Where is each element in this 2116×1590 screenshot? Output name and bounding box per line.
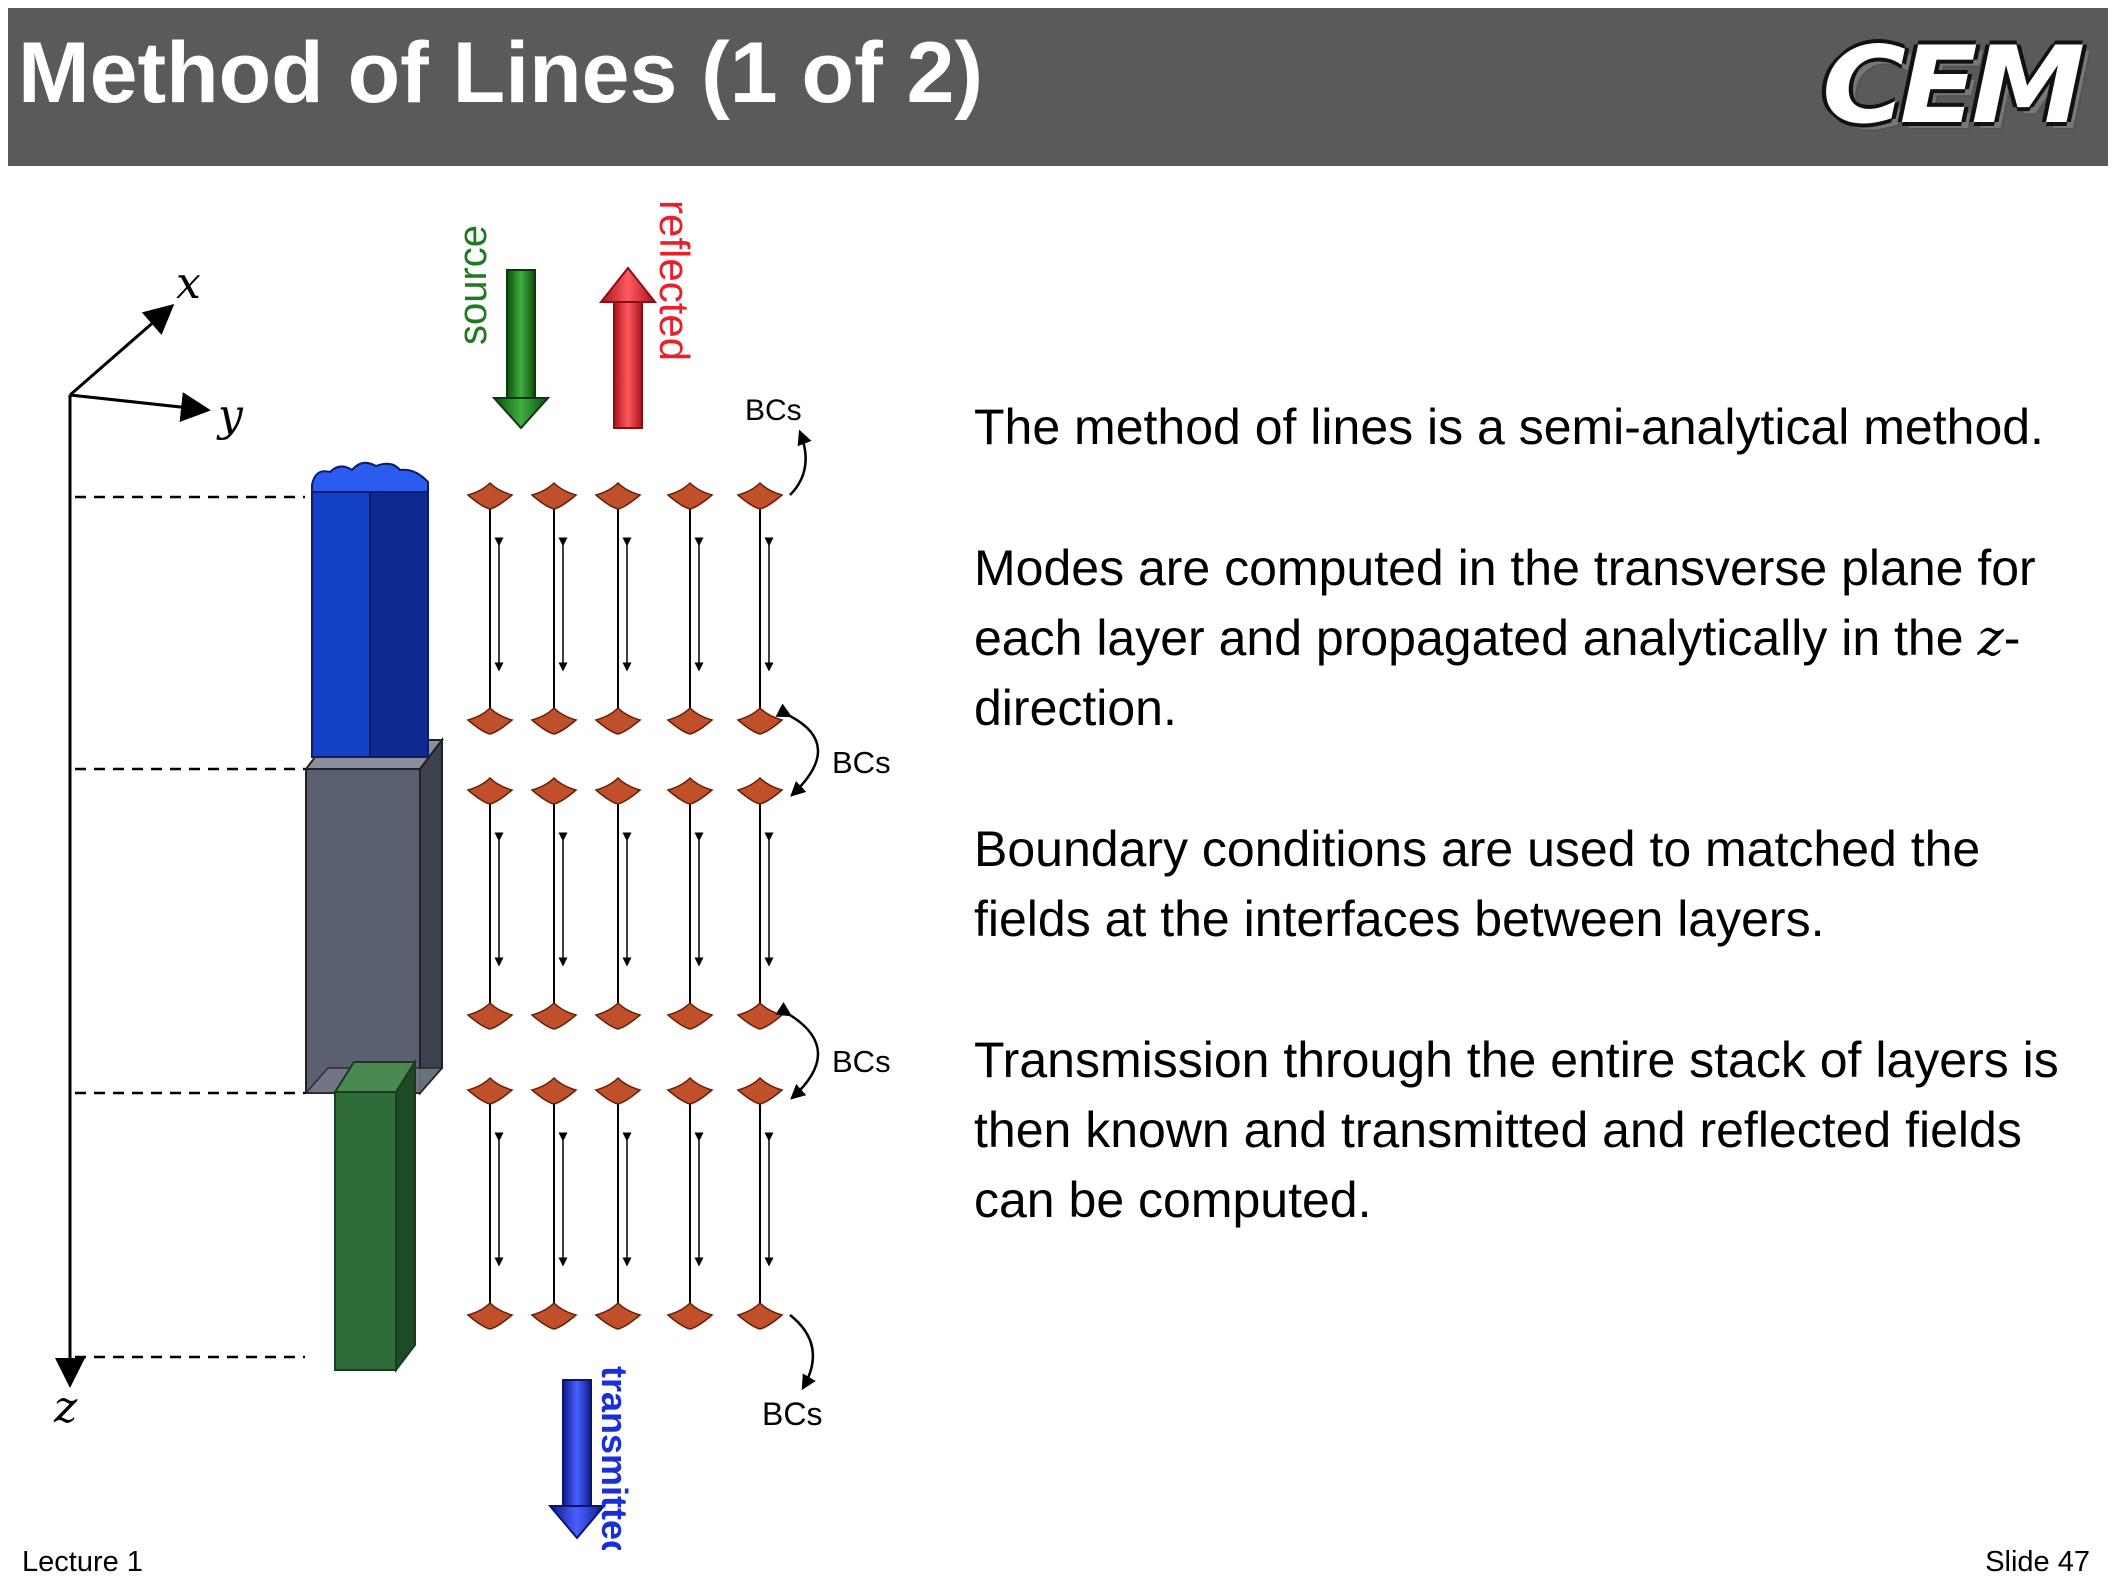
mode-shape-15: [594, 1001, 642, 1030]
mode-shape-0: [466, 481, 514, 510]
lecture-label: Lecture 1: [22, 1546, 143, 1578]
source-label: source: [451, 225, 495, 345]
axis-z-label: z: [53, 1382, 78, 1433]
mode-shape-4: [594, 481, 642, 510]
bc-label-bottom: BCs: [762, 1396, 822, 1432]
mode-shape-27: [666, 1301, 714, 1330]
bc-arrows: [775, 429, 820, 1391]
mode-shape-26: [666, 1076, 714, 1105]
green-layer: [333, 1058, 417, 1373]
mode-shape-16: [666, 776, 714, 805]
paragraph-1: The method of lines is a semi-analytical…: [974, 399, 2044, 455]
explanation-text: The method of lines is a semi-analytical…: [974, 392, 2074, 1306]
interface-guides: [75, 495, 305, 1359]
transmitted-arrow: [547, 1379, 607, 1540]
paragraph-2-end: -direction.: [974, 610, 2021, 736]
mode-shape-20: [466, 1076, 514, 1105]
mode-shape-25: [594, 1301, 642, 1330]
paragraph-2: Modes are computed in the transverse pla…: [974, 533, 2074, 743]
z-variable: z: [1977, 609, 2004, 667]
mode-shape-17: [666, 1001, 714, 1030]
coordinate-axes: [55, 304, 211, 1388]
mode-shape-18: [736, 776, 784, 805]
mode-shape-1: [466, 706, 514, 735]
gray-layer: [303, 737, 445, 1096]
bc-label-lower: BCs: [832, 1044, 891, 1079]
mode-shape-22: [530, 1076, 578, 1105]
mode-shape-9: [736, 706, 784, 735]
mode-shape-28: [736, 1076, 784, 1105]
source-arrow: [491, 269, 551, 430]
mode-shape-12: [530, 776, 578, 805]
reflected-label: reflected: [651, 200, 698, 361]
paragraph-4: Transmission through the entire stack of…: [974, 1032, 2059, 1228]
mode-shape-7: [666, 706, 714, 735]
blue-layer: [311, 461, 429, 758]
transmitted-label: transmitted: [594, 1366, 635, 1550]
mode-shape-3: [530, 706, 578, 735]
mode-shape-23: [530, 1301, 578, 1330]
mode-shape-6: [666, 481, 714, 510]
mode-shape-29: [736, 1301, 784, 1330]
mode-shape-21: [466, 1301, 514, 1330]
mode-shape-10: [466, 776, 514, 805]
mode-shape-13: [530, 1001, 578, 1030]
mode-grid: [466, 481, 784, 1330]
bc-label-top: BCs: [745, 394, 802, 427]
title-bar: [8, 8, 2108, 166]
axis-x-label: x: [176, 258, 201, 309]
paragraph-3: Boundary conditions are used to matched …: [974, 821, 1981, 947]
mode-shape-14: [594, 776, 642, 805]
slide-title: Method of Lines (1 of 2): [18, 25, 984, 121]
mode-shape-24: [594, 1076, 642, 1105]
cem-logo: CEM: [1822, 24, 2085, 147]
mode-shape-11: [466, 1001, 514, 1030]
reflected-arrow: [598, 266, 658, 429]
mode-shape-2: [530, 481, 578, 510]
bc-label-upper: BCs: [832, 745, 891, 780]
slide-number: Slide 47: [1985, 1546, 2090, 1578]
mode-shape-8: [736, 481, 784, 510]
paragraph-2-start: Modes are computed in the transverse pla…: [974, 540, 2036, 666]
axis-y-label: y: [216, 390, 244, 441]
method-of-lines-diagram: x y z source reflected: [53, 200, 891, 1550]
mode-shape-19: [736, 1001, 784, 1030]
mode-shape-5: [594, 706, 642, 735]
